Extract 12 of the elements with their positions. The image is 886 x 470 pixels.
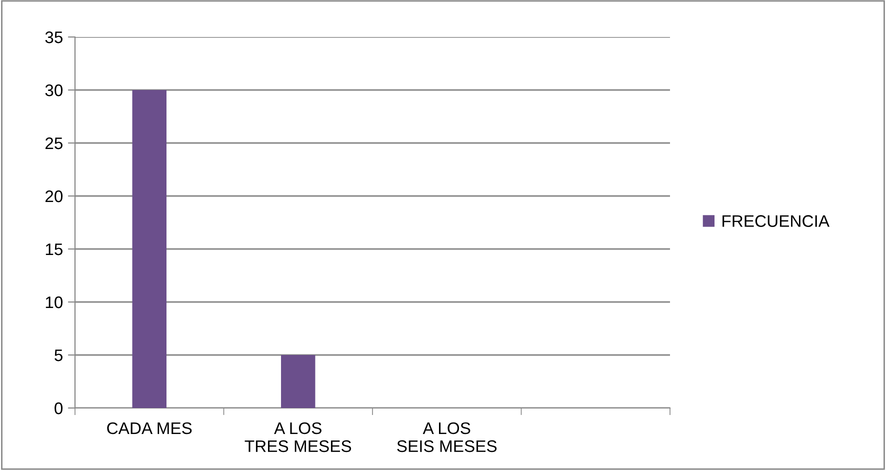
y-tick-label: 10: [46, 296, 63, 308]
y-tick-label: 0: [54, 402, 63, 414]
y-tick-label: 15: [46, 244, 62, 256]
x-tick-label: CADA MES: [107, 422, 192, 434]
x-tick-label: A LOS SEIS MESES: [397, 422, 497, 452]
y-tick-label: 30: [45, 84, 63, 96]
x-tick-label: A LOS TRES MESES: [244, 422, 352, 452]
y-tick-label: 20: [45, 190, 63, 202]
y-tick-label: 35: [45, 31, 62, 44]
legend-label: FRECUENCIA: [722, 215, 830, 227]
y-tick-label: 25: [45, 137, 62, 150]
y-tick-label: 5: [54, 350, 62, 362]
